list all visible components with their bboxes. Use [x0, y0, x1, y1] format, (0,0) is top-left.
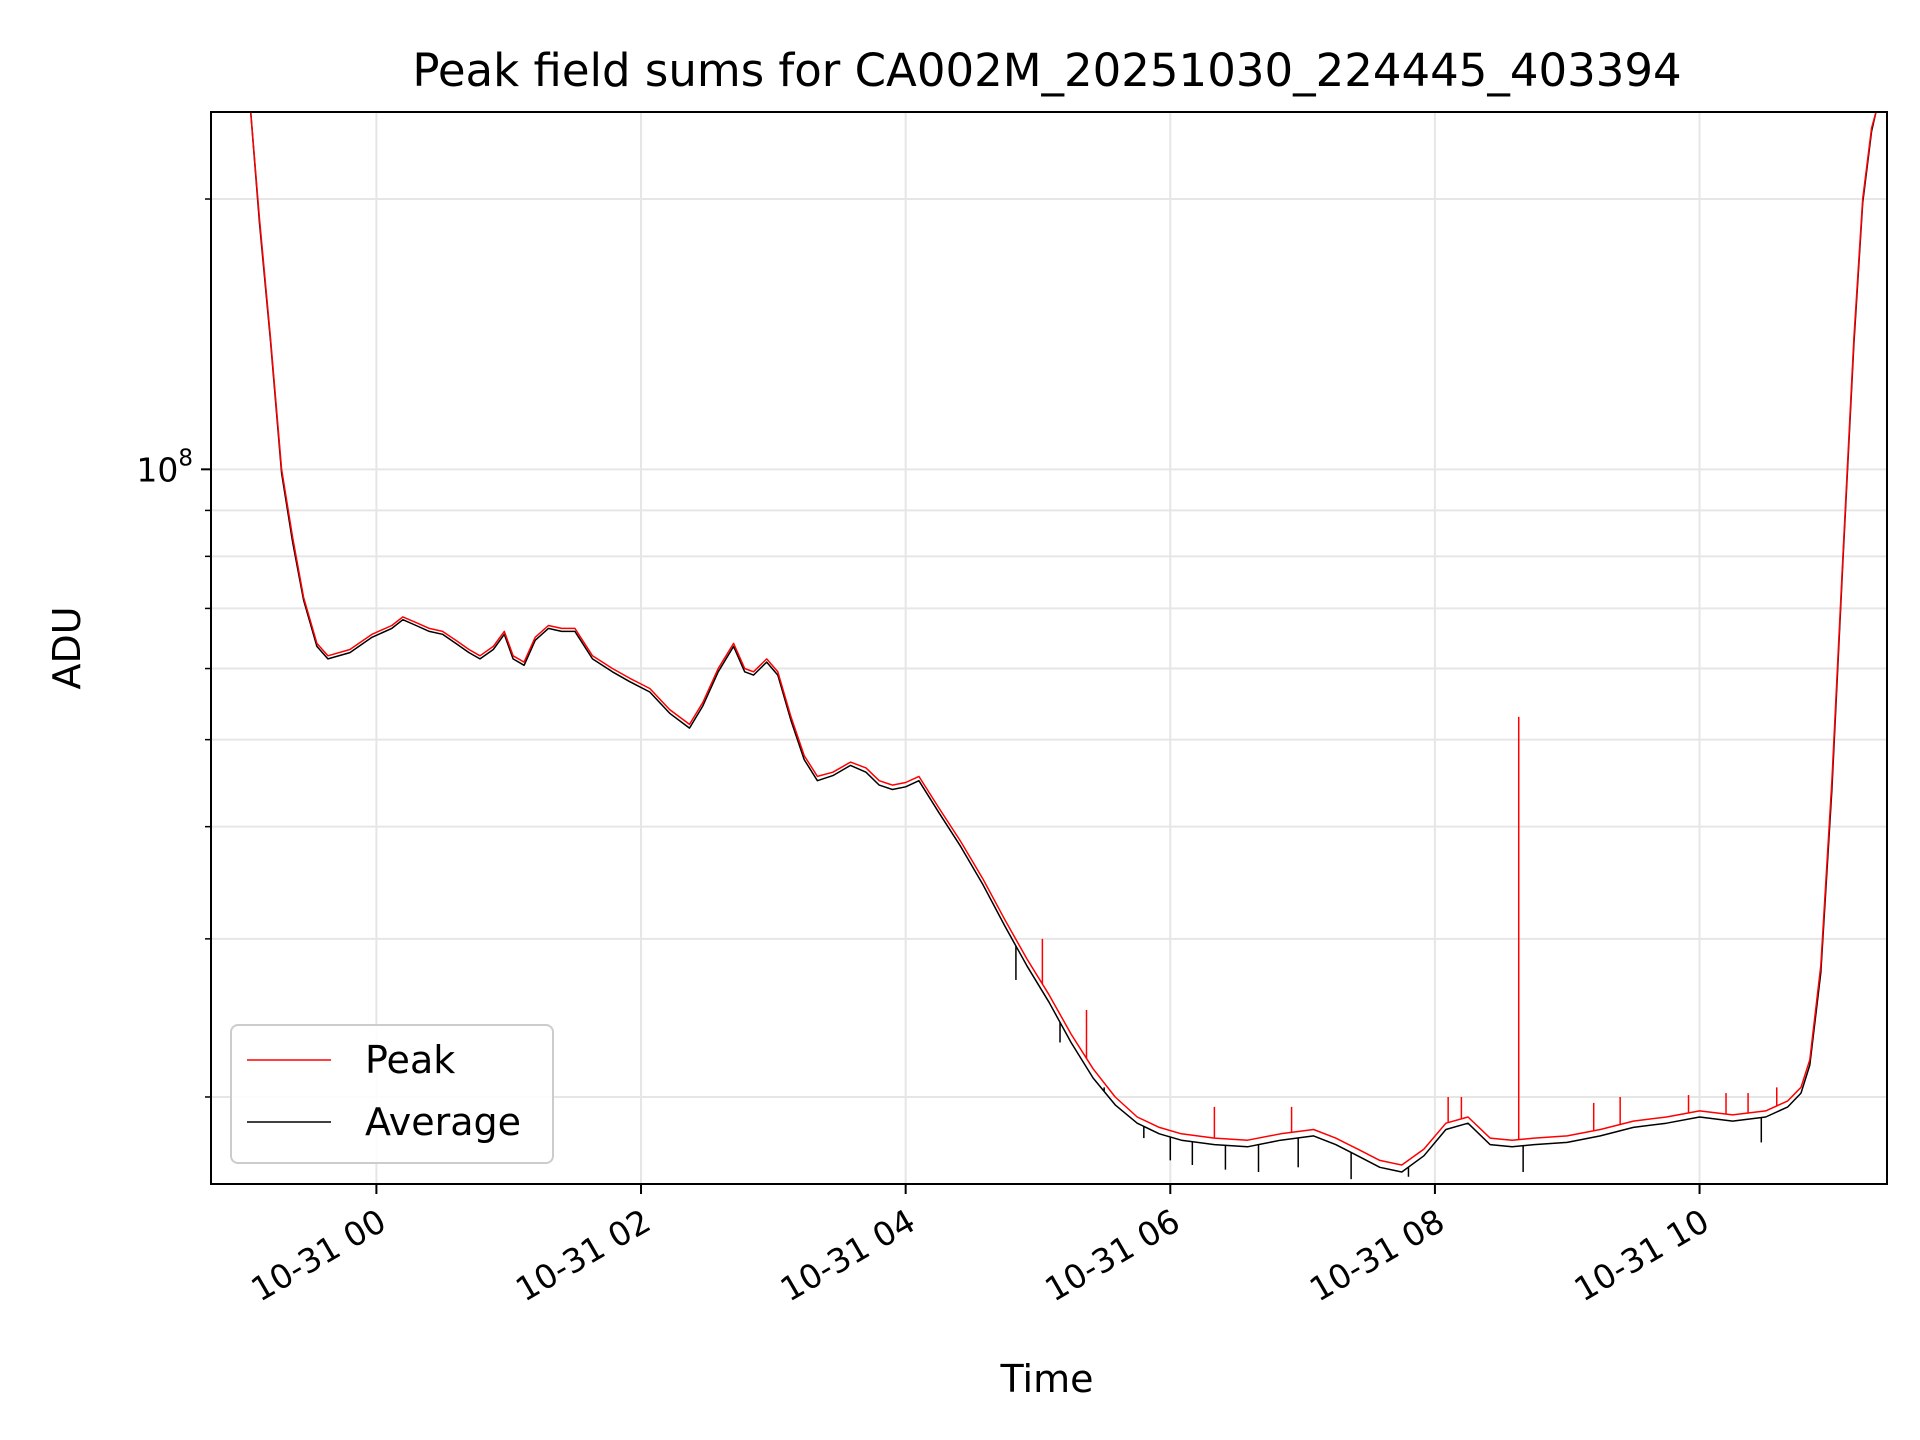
y-tick-label-base: 10 — [136, 450, 178, 489]
y-axis-label: ADU — [45, 606, 89, 689]
series-group — [249, 111, 1877, 1180]
series-line-average — [249, 111, 1877, 1173]
grid — [211, 112, 1887, 1184]
legend-label-peak: Peak — [365, 1038, 455, 1082]
y-axis: 108 — [136, 198, 211, 1098]
x-axis-label: Time — [1000, 1357, 1094, 1401]
series-line-peak — [249, 111, 1877, 1166]
chart-title: Peak field sums for CA002M_20251030_2244… — [412, 44, 1681, 97]
plot-frame — [210, 111, 1888, 1185]
legend: Peak Average — [230, 1024, 554, 1164]
legend-label-average: Average — [365, 1100, 521, 1144]
y-tick-label-exponent: 8 — [178, 445, 193, 471]
y-tick-label: 108 — [136, 445, 193, 489]
